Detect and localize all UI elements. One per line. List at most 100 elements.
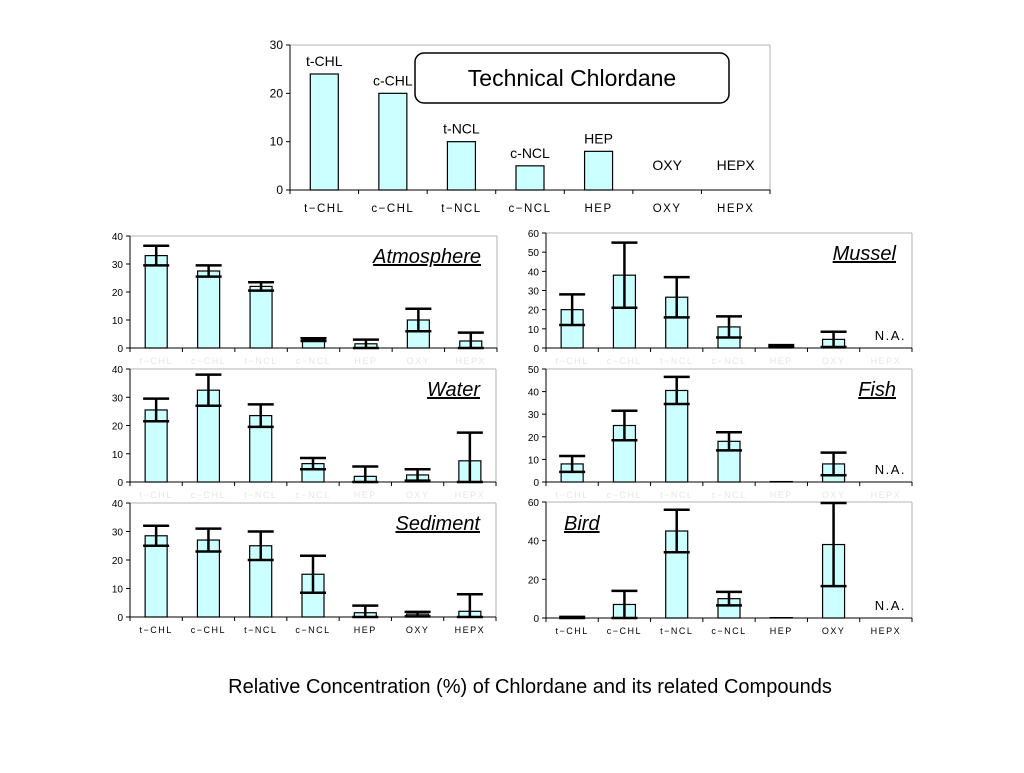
y-tick-label: 0 — [117, 344, 123, 355]
x-category-label: OXY — [407, 356, 431, 366]
bar — [447, 142, 475, 190]
bar — [250, 286, 272, 348]
y-tick-label: 0 — [117, 613, 123, 624]
y-tick-label: 10 — [528, 455, 540, 466]
x-category-label: HEPX — [456, 356, 487, 366]
bar — [145, 536, 167, 617]
x-category-label: OXY — [653, 203, 682, 215]
x-category-label: HEPX — [871, 490, 902, 500]
bar — [585, 151, 613, 190]
chart-title: Bird — [564, 513, 600, 535]
x-category-label: c−NCL — [295, 490, 330, 500]
x-category-label: c−CHL — [607, 356, 642, 366]
x-category-label: OXY — [822, 356, 846, 366]
x-category-label: c−NCL — [295, 625, 330, 635]
y-tick-label: 0 — [117, 478, 123, 489]
x-category-label: HEPX — [717, 203, 754, 215]
x-category-label: c−CHL — [191, 356, 226, 366]
x-category-label: c−NCL — [711, 356, 746, 366]
x-category-label: t−CHL — [556, 356, 589, 366]
bar — [198, 271, 220, 348]
chart-title: Sediment — [396, 513, 482, 535]
bar — [516, 166, 544, 190]
y-tick-label: 40 — [528, 537, 540, 548]
y-tick-label: 30 — [112, 393, 124, 404]
y-tick-label: 30 — [112, 528, 124, 539]
y-tick-label: 50 — [528, 248, 540, 259]
x-category-label: t−NCL — [660, 490, 693, 500]
na-note: N.A. — [875, 462, 906, 477]
x-category-label: OXY — [822, 626, 846, 636]
y-tick-label: 40 — [112, 365, 124, 376]
x-category-label: t−CHL — [140, 625, 173, 635]
x-category-label: HEPX — [871, 356, 902, 366]
x-category-label: t−NCL — [660, 626, 693, 636]
na-note: N.A. — [875, 328, 906, 343]
y-tick-label: 40 — [112, 499, 124, 510]
y-tick-label: 20 — [112, 422, 124, 433]
chart-title: Fish — [858, 379, 896, 401]
x-category-label: c−NCL — [711, 490, 746, 500]
x-category-label: t−CHL — [556, 490, 589, 500]
x-category-label: HEP — [354, 490, 377, 500]
x-category-label: HEP — [354, 625, 377, 635]
y-tick-label: 60 — [528, 498, 540, 509]
x-category-label: t−NCL — [441, 203, 481, 215]
x-category-label: t−CHL — [304, 203, 344, 215]
x-category-label: HEP — [584, 203, 612, 215]
x-category-label: HEPX — [871, 626, 902, 636]
x-category-label: HEPX — [455, 490, 486, 500]
bar — [310, 74, 338, 190]
y-tick-label: 30 — [270, 38, 284, 52]
x-category-label: c−CHL — [371, 203, 414, 215]
y-tick-label: 20 — [112, 556, 124, 567]
x-category-label: c−CHL — [607, 626, 642, 636]
x-category-label: t−CHL — [556, 626, 589, 636]
x-category-label: t−NCL — [244, 490, 277, 500]
chart-title: Atmosphere — [372, 246, 481, 268]
bar — [379, 93, 407, 190]
bar-data-label: t-CHL — [306, 53, 343, 69]
y-tick-label: 20 — [528, 433, 540, 444]
y-tick-label: 40 — [528, 388, 540, 399]
y-tick-label: 30 — [528, 410, 540, 421]
y-tick-label: 20 — [112, 288, 124, 299]
chart-title: Technical Chlordane — [468, 65, 676, 91]
x-category-label: t−CHL — [140, 490, 173, 500]
bar-data-label: HEP — [584, 130, 613, 146]
bar-data-label: t-NCL — [443, 121, 480, 137]
x-category-label: HEP — [770, 356, 793, 366]
x-category-label: HEP — [354, 356, 377, 366]
y-tick-label: 0 — [533, 478, 539, 489]
x-category-label: t−NCL — [660, 356, 693, 366]
na-note: N.A. — [875, 598, 906, 613]
chart-title: Mussel — [833, 243, 897, 265]
y-tick-label: 30 — [112, 260, 124, 271]
bar-data-label: c-NCL — [510, 145, 550, 161]
y-tick-label: 20 — [270, 86, 284, 100]
x-category-label: c−NCL — [711, 626, 746, 636]
y-tick-label: 50 — [528, 365, 540, 376]
y-tick-label: 30 — [528, 287, 540, 298]
x-category-label: c−CHL — [191, 625, 226, 635]
figure-caption: Relative Concentration (%) of Chlordane … — [0, 676, 1024, 699]
x-category-label: OXY — [406, 490, 430, 500]
y-tick-label: 40 — [112, 232, 124, 243]
bar-data-label: HEPX — [717, 157, 756, 173]
x-category-label: c−CHL — [607, 490, 642, 500]
y-tick-label: 10 — [270, 135, 284, 149]
y-tick-label: 0 — [276, 183, 283, 197]
y-tick-label: 10 — [112, 585, 124, 596]
x-category-label: c−CHL — [191, 490, 226, 500]
x-category-label: t−NCL — [244, 625, 277, 635]
y-tick-label: 10 — [112, 450, 124, 461]
x-category-label: OXY — [406, 625, 430, 635]
x-category-label: c−NCL — [296, 356, 331, 366]
y-tick-label: 0 — [533, 614, 539, 625]
